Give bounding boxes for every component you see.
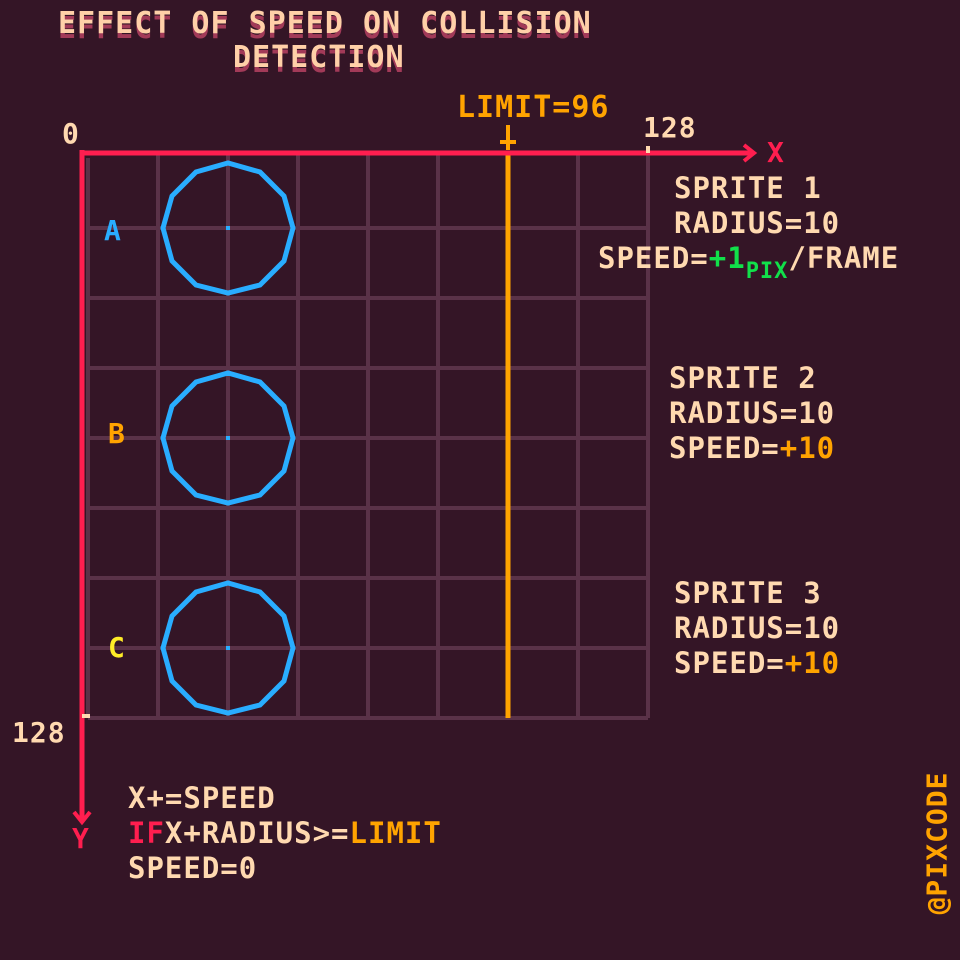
sprite-c-center [226,646,230,650]
sprite-1-speed-prefix: SPEED= [598,241,709,275]
x-max-label: 128 [643,111,697,144]
sprite-3-radius: RADIUS=10 [674,611,841,645]
code-if-keyword: IF [128,816,165,850]
code-line-1: X+=SPEED [128,781,276,815]
title-line-2: DETECTION [233,40,405,75]
sprite-2-speed-prefix: SPEED= [669,431,780,465]
sprite-1-name: SPRITE 1 [674,171,822,205]
y-max-label: 128 [12,716,66,749]
sprite-2-speed-value: +10 [779,431,836,465]
sprite-2-name: SPRITE 2 [669,361,817,395]
sprite-1-speed: SPEED=+1PIX/FRAME [598,241,900,284]
sprite-3-speed: SPEED=+10 [674,646,840,681]
origin-label: 0 [62,117,80,150]
row-label-c: C [108,631,126,664]
row-label-b: B [108,417,126,450]
sprite-1-speed-suffix: /FRAME [788,241,900,275]
sprite-a-circle [160,160,296,296]
sprite-1-speed-value: +1 [708,241,746,275]
code-line-2: IFX+RADIUS>=LIMIT [128,816,442,851]
sprite-2-radius: RADIUS=10 [669,396,836,430]
x-axis [80,143,758,163]
sprite-a-center [226,226,230,230]
y-axis-label: Y [72,822,90,855]
sprite-1-speed-unit: PIX [745,259,789,284]
sprite-2-speed: SPEED=+10 [669,431,835,466]
code-line-3: SPEED=0 [128,851,258,885]
title-line-1: EFFECT OF SPEED ON COLLISION [58,6,592,41]
x-axis-label: X [767,136,785,169]
code-line-2-rest: X+RADIUS>= [164,816,350,850]
grid [86,153,650,720]
sprite-b-circle [160,370,296,506]
code-limit-word: LIMIT [349,816,442,850]
sprite-1-radius: RADIUS=10 [674,206,841,240]
watermark: @PIXCODE [920,771,954,915]
limit-label: LIMIT=96 [457,90,610,125]
sprite-3-speed-value: +10 [784,646,841,680]
limit-marker [500,125,516,150]
y-axis [72,150,92,826]
row-label-a: A [104,214,122,247]
sprite-c-circle [160,580,296,716]
sprite-3-speed-prefix: SPEED= [674,646,785,680]
sprite-3-name: SPRITE 3 [674,576,822,610]
sprite-b-center [226,436,230,440]
